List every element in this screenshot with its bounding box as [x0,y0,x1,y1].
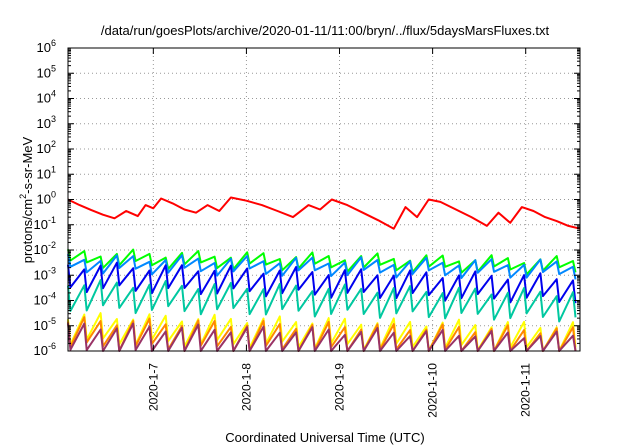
x-tick-label: 2020-1-7 [146,363,160,411]
y-tick-label: 10-5 [34,316,56,333]
y-tick-label: 102 [37,139,56,156]
y-tick-label: 100 [37,190,56,207]
series-group [67,196,581,352]
x-tick-label: 2020-1-9 [333,363,347,411]
series-line [67,196,581,230]
series-line [67,254,577,280]
y-tick-label: 103 [37,114,56,131]
series-line [67,248,577,276]
y-tick-label: 10-6 [34,341,56,358]
x-axis: 2020-1-7 2020-1-8 2020-1-9 2020-1-10 2020-1-… [146,48,533,418]
series-line [67,261,577,304]
x-tick-label: 2020-1-11 [519,363,533,417]
x-tick-label: 2020-1-10 [426,363,440,418]
y-tick-label: 101 [37,164,56,181]
y-tick-label: 10-2 [34,240,56,257]
y-axis: 10-6 10-5 10-4 10-3 10-2 10-1 100 101 102 103 104 1… [34,38,580,358]
x-axis-label: Coordinated Universal Time (UTC) [225,430,424,445]
y-tick-label: 104 [37,89,56,106]
y-tick-label: 10-3 [34,265,56,282]
y-axis-label: protons/cm2-s-sr-MeV [18,136,35,263]
y-tick-label: 105 [37,63,56,80]
series-line [67,322,577,352]
y-tick-label: 10-4 [34,291,56,308]
chart-title: /data/run/goesPlots/archive/2020-01-11/1… [101,23,550,38]
grid [68,47,580,352]
y-tick-label: 10-1 [34,215,56,232]
y-tick-label: 106 [37,38,56,55]
x-tick-label: 2020-1-8 [239,363,253,411]
series-line [67,279,577,323]
